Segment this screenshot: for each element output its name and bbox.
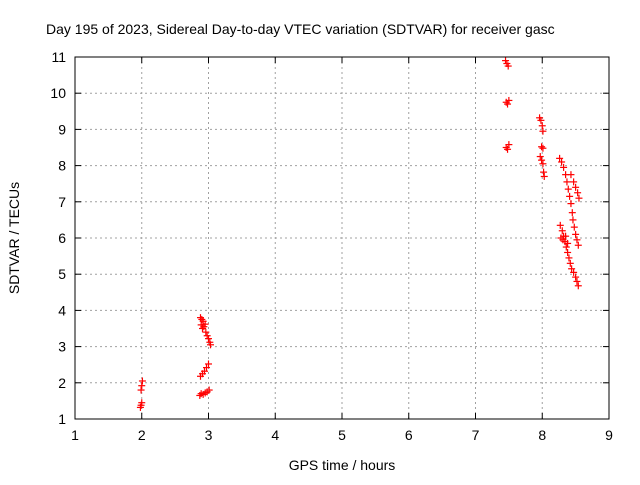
data-point-marker <box>137 386 145 394</box>
data-point-marker <box>567 200 575 208</box>
data-point-marker <box>570 268 578 276</box>
data-point-marker <box>538 156 546 164</box>
y-tick-label: 4 <box>58 302 66 318</box>
data-point-marker <box>202 364 210 372</box>
data-point-marker <box>565 254 573 262</box>
data-point-marker <box>572 183 580 191</box>
x-tick-label: 8 <box>538 427 546 443</box>
data-point-marker <box>200 367 208 375</box>
data-point-marker <box>562 232 570 240</box>
data-point-marker <box>563 178 571 186</box>
data-point-marker <box>537 116 545 124</box>
data-point-marker <box>138 377 146 385</box>
data-point-marker <box>573 277 581 285</box>
data-point-marker <box>538 143 546 151</box>
x-axis-label: GPS time / hours <box>289 457 396 473</box>
data-point-marker <box>504 100 512 108</box>
data-point-marker <box>539 160 547 168</box>
y-tick-label: 5 <box>58 266 66 282</box>
data-point-marker <box>138 399 146 407</box>
data-point-marker <box>205 360 212 368</box>
tick-labels: 1 2 3 4 5 6 7 8 9 1 2 3 4 5 6 7 8 9 10 11 <box>50 49 613 443</box>
x-tick-label: 1 <box>71 427 79 443</box>
data-point-marker <box>556 221 564 229</box>
data-point-marker <box>560 163 568 171</box>
data-point-marker <box>567 171 575 179</box>
data-point-marker <box>202 328 210 336</box>
data-point-marker <box>568 209 576 217</box>
data-point-marker <box>568 265 576 273</box>
data-point-marker <box>572 273 580 281</box>
data-point-marker <box>564 239 572 247</box>
x-tick-label: 2 <box>138 427 146 443</box>
x-tick-label: 7 <box>472 427 480 443</box>
data-point-marker <box>558 158 566 166</box>
y-tick-label: 6 <box>58 230 66 246</box>
data-point-marker <box>575 194 583 202</box>
data-point-marker <box>201 320 209 328</box>
data-point-marker <box>558 227 566 235</box>
plot-frame <box>74 56 610 420</box>
data-point-marker <box>505 96 513 104</box>
data-point-marker <box>574 241 582 249</box>
x-tick-label: 5 <box>338 427 346 443</box>
data-point-marker <box>564 185 572 193</box>
data-point-marker <box>505 141 513 149</box>
data-point-marker <box>572 230 580 238</box>
y-tick-label: 3 <box>58 339 66 355</box>
data-point-marker <box>205 335 212 343</box>
data-point-marker <box>559 236 567 244</box>
data-point-marker <box>540 168 548 176</box>
data-point-marker <box>504 62 512 70</box>
data-point-marker <box>566 192 574 200</box>
y-tick-label: 1 <box>58 411 66 427</box>
y-tick-label: 11 <box>51 49 66 65</box>
data-point-marker <box>574 282 582 290</box>
x-tick-label: 9 <box>605 427 613 443</box>
data-point-marker <box>574 189 582 197</box>
data-point-marker <box>569 216 577 224</box>
data-point-marker <box>536 153 544 161</box>
data-point-marker <box>556 154 564 162</box>
data-point-marker <box>504 145 512 153</box>
data-point-marker <box>570 178 578 186</box>
data-point-marker <box>138 382 146 390</box>
data-point-marker <box>573 236 581 244</box>
x-tick-label: 3 <box>205 427 213 443</box>
data-points <box>136 57 583 411</box>
x-tick-label: 4 <box>271 427 279 443</box>
y-tick-label: 9 <box>58 121 66 137</box>
y-tick-label: 10 <box>50 85 66 101</box>
data-point-marker <box>566 259 574 267</box>
data-point-marker <box>562 243 570 251</box>
x-tick-label: 6 <box>405 427 413 443</box>
data-point-marker <box>538 122 546 130</box>
data-point-marker <box>540 172 548 180</box>
y-tick-label: 2 <box>58 375 66 391</box>
data-point-marker <box>207 341 215 349</box>
data-point-marker <box>205 386 213 394</box>
y-tick-label: 7 <box>58 194 66 210</box>
data-point-marker <box>564 248 572 256</box>
chart-title: Day 195 of 2023, Sidereal Day-to-day VTE… <box>46 21 555 37</box>
y-axis-label: SDTVAR / TECUs <box>6 182 22 294</box>
data-point-marker <box>570 223 578 231</box>
y-tick-label: 8 <box>58 158 66 174</box>
data-point-marker <box>539 127 547 135</box>
data-point-marker <box>539 144 547 152</box>
grid-lines <box>75 57 609 419</box>
